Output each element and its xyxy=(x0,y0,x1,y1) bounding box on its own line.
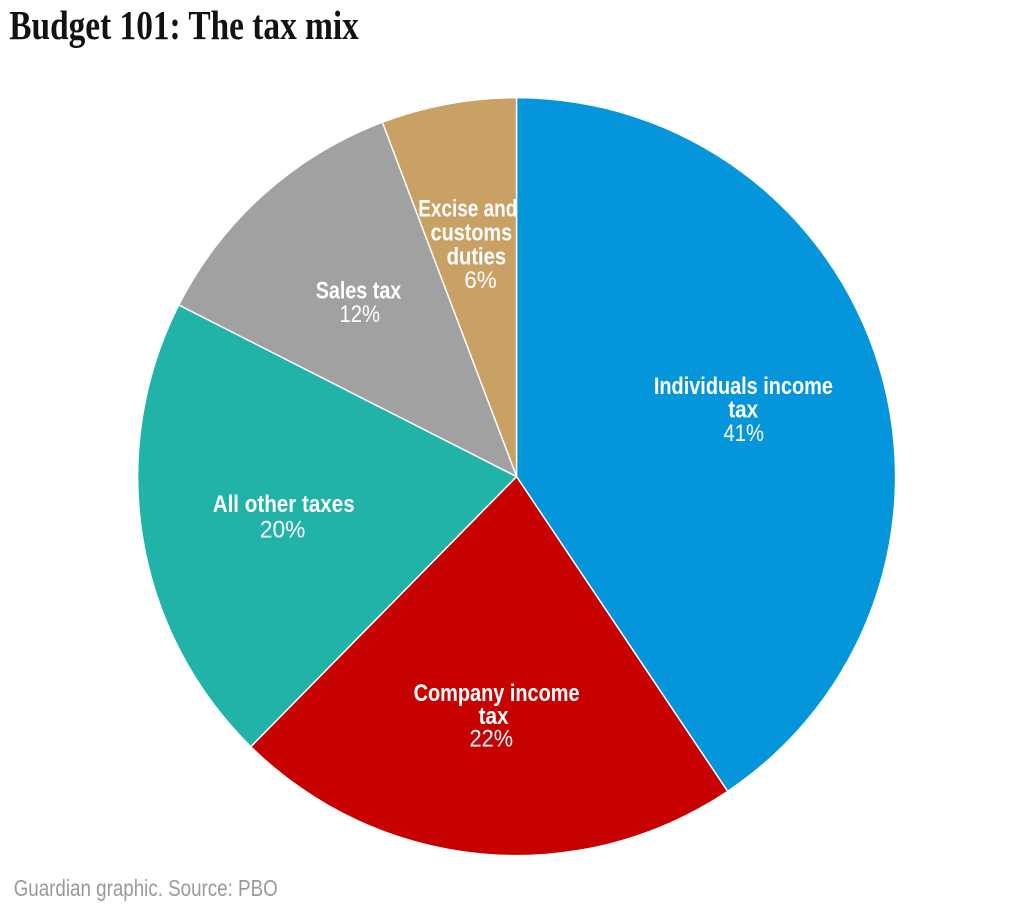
svg-text:Individuals income: Individuals income xyxy=(654,373,833,400)
svg-text:Guardian graphic. Source: PBO: Guardian graphic. Source: PBO xyxy=(14,875,278,901)
svg-text:Excise and: Excise and xyxy=(418,196,517,223)
svg-text:customs: customs xyxy=(431,220,513,247)
svg-text:20%: 20% xyxy=(260,516,306,543)
svg-text:12%: 12% xyxy=(339,301,380,328)
svg-text:tax: tax xyxy=(728,397,758,424)
svg-text:duties: duties xyxy=(447,243,507,270)
svg-text:Sales tax: Sales tax xyxy=(316,277,402,304)
svg-text:Company income: Company income xyxy=(414,680,580,707)
svg-text:Budget 101: The tax mix: Budget 101: The tax mix xyxy=(9,2,359,48)
svg-text:6%: 6% xyxy=(464,267,497,294)
svg-text:All other taxes: All other taxes xyxy=(213,491,355,518)
svg-text:41%: 41% xyxy=(723,420,764,447)
svg-text:22%: 22% xyxy=(470,726,514,753)
svg-text:tax: tax xyxy=(479,703,509,730)
